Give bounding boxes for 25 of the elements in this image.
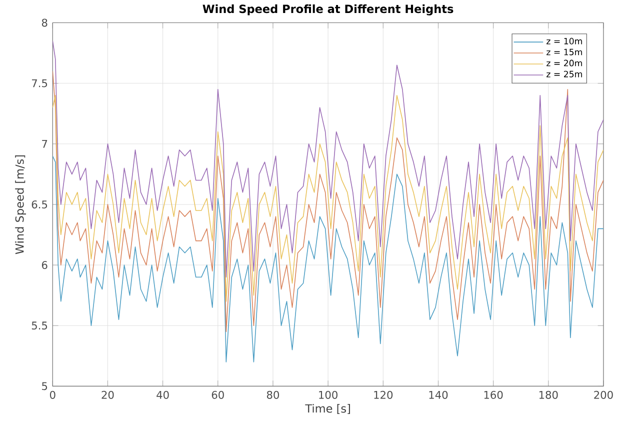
legend-label: z = 10m xyxy=(546,38,582,44)
legend-label: z = 25m xyxy=(546,70,582,78)
legend-label: z = 20m xyxy=(546,60,582,66)
x-tick-label: 20 xyxy=(102,390,114,399)
legend-label: z = 15m xyxy=(546,48,582,56)
y-tick-label: 6.5 xyxy=(32,200,48,208)
x-tick-label: 80 xyxy=(266,390,280,399)
x-tick-label: 160 xyxy=(484,390,503,399)
x-tick-label: 100 xyxy=(319,390,338,399)
x-tick-label: 40 xyxy=(156,390,169,399)
y-tick-label: 7.5 xyxy=(32,79,48,88)
y-tick-label: 7 xyxy=(42,140,48,148)
x-tick-label: 180 xyxy=(539,390,558,399)
y-tick-label: 5 xyxy=(42,382,48,390)
x-tick-label: 120 xyxy=(374,390,393,399)
y-axis-title: Wind Speed [m/s] xyxy=(15,155,26,254)
x-tick-label: 0 xyxy=(50,390,56,399)
x-tick-label: 60 xyxy=(212,390,224,399)
y-tick-label: 5.5 xyxy=(32,322,48,330)
y-tick-label: 6 xyxy=(42,261,48,270)
x-axis-title: Time [s] xyxy=(305,404,350,414)
x-tick-label: 140 xyxy=(429,390,448,399)
x-tick-label: 200 xyxy=(594,390,613,399)
chart-title: Wind Speed Profile at Different Heights xyxy=(202,4,454,16)
y-tick-label: 8 xyxy=(42,18,48,27)
